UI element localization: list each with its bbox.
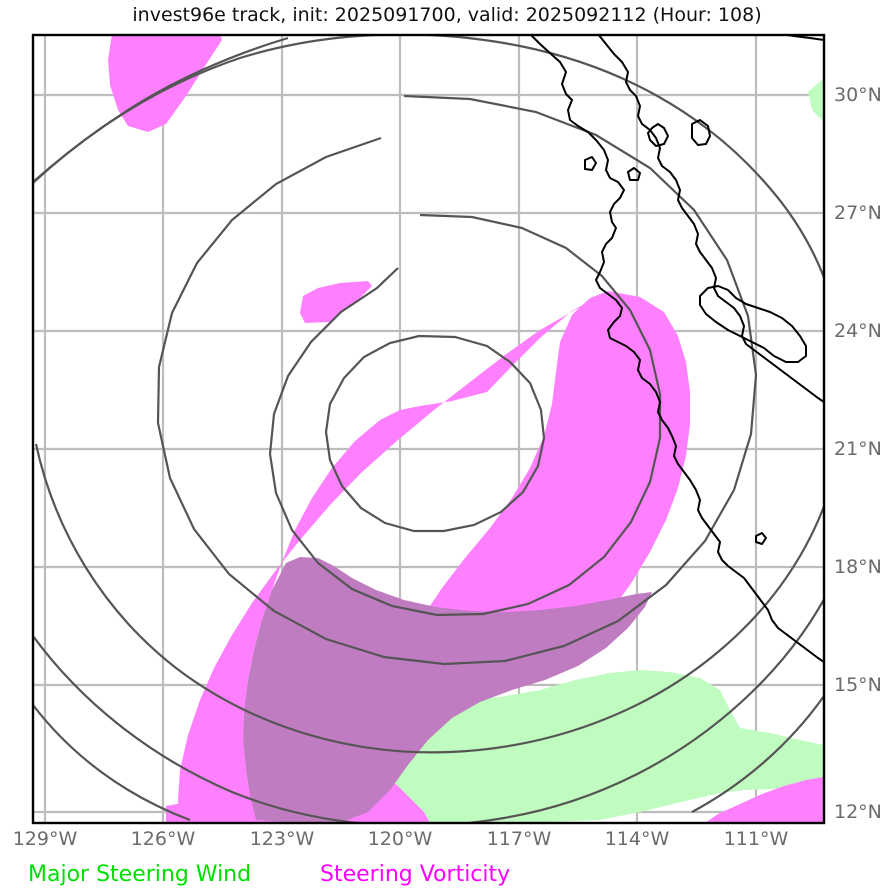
xtick-label-114w: 114°W — [604, 828, 670, 850]
coastline-island-5 — [755, 532, 767, 545]
contour-ring-4 — [33, 35, 824, 754]
contour-ring-7 — [33, 704, 191, 822]
ytick-label-21n: 21°N — [834, 438, 882, 460]
ytick-label-27n: 27°N — [834, 202, 882, 224]
contour-ring-1 — [324, 334, 546, 533]
ytick-label-18n: 18°N — [834, 556, 882, 578]
ytick-label-30n: 30°N — [834, 84, 882, 106]
xtick-label-117w: 117°W — [486, 828, 552, 850]
contour-ring-3 — [156, 94, 758, 666]
xtick-label-129w: 129°W — [12, 828, 78, 850]
legend-major-steering-wind: Major Steering Wind — [28, 862, 252, 887]
ytick-label-24n: 24°N — [834, 320, 882, 342]
coastline-island-4 — [627, 167, 641, 181]
legend-steering-vorticity: Steering Vorticity — [320, 862, 511, 887]
axes-frame — [31, 33, 826, 825]
coastline — [529, 35, 824, 663]
coastline-baja-west — [529, 35, 824, 663]
coastline-island-2 — [691, 119, 711, 146]
coastline-baja-gulf — [597, 35, 824, 403]
ytick-label-15n: 15°N — [834, 674, 882, 696]
coastline-island-3 — [584, 156, 597, 171]
overlap-region — [243, 557, 652, 823]
contour-ring-6 — [33, 36, 289, 183]
page-title: invest96e track, init: 2025091700, valid… — [132, 4, 762, 26]
coastline-mainland — [779, 35, 824, 41]
xtick-label-126w: 126°W — [130, 828, 196, 850]
steering-flow-contours — [33, 35, 824, 823]
xtick-label-111w: 111°W — [723, 828, 789, 850]
ytick-label-12n: 12°N — [834, 801, 882, 823]
coastline-cabo — [699, 285, 807, 363]
contour-ring-8 — [691, 695, 824, 813]
coastline-island-1 — [647, 123, 669, 147]
contour-ring-2 — [268, 213, 662, 617]
xtick-label-120w: 120°W — [367, 828, 433, 850]
xtick-label-123w: 123°W — [249, 828, 315, 850]
